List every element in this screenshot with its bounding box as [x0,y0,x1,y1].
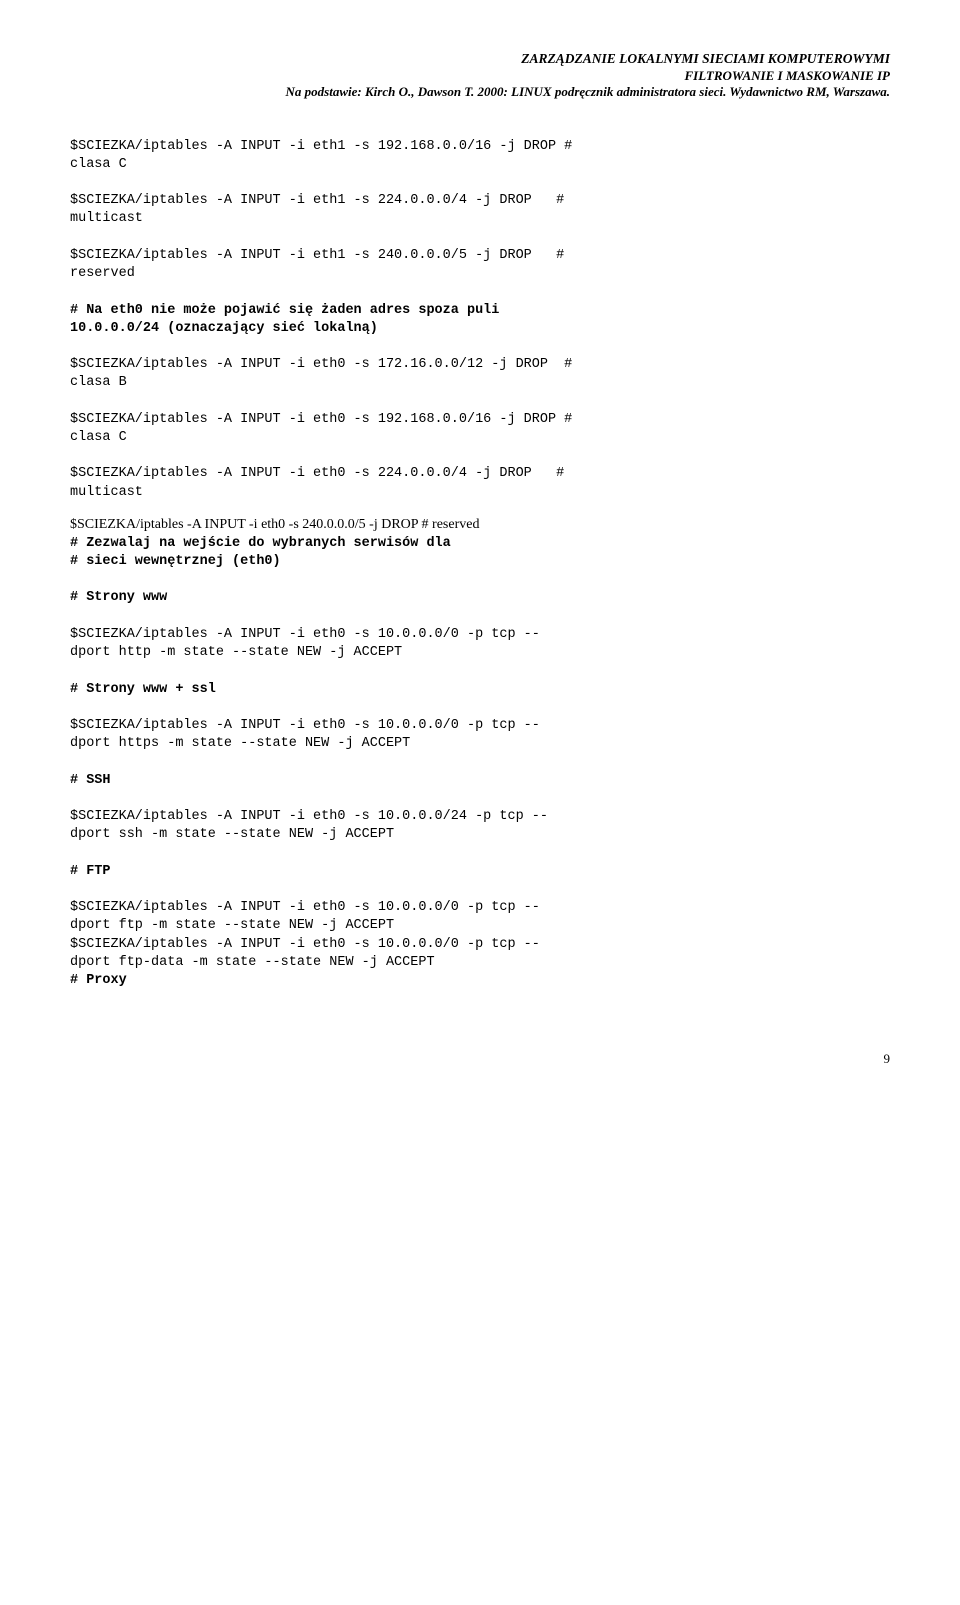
page-header: ZARZĄDZANIE LOKALNYMI SIECIAMI KOMPUTERO… [70,50,890,101]
code-line: dport ftp -m state --state NEW -j ACCEPT [70,918,394,933]
comment-bold: # Zezwalaj na wejście do wybranych serwi… [70,536,451,551]
comment-bold: # sieci wewnętrznej (eth0) [70,554,281,569]
code-block-2: # Zezwalaj na wejście do wybranych serwi… [70,535,890,990]
code-line: $SCIEZKA/iptables -A INPUT -i eth0 -s 17… [70,357,572,372]
code-line: $SCIEZKA/iptables -A INPUT -i eth0 -s 19… [70,412,572,427]
code-line: $SCIEZKA/iptables -A INPUT -i eth0 -s 10… [70,627,540,642]
comment-bold: # Strony www [70,590,167,605]
code-line: $SCIEZKA/iptables -A INPUT -i eth0 -s 10… [70,937,540,952]
code-line: $SCIEZKA/iptables -A INPUT -i eth0 -s 10… [70,718,540,733]
serif-code-line: $SCIEZKA/iptables -A INPUT -i eth0 -s 24… [70,516,890,535]
code-line: $SCIEZKA/iptables -A INPUT -i eth0 -s 10… [70,900,540,915]
code-line: dport http -m state --state NEW -j ACCEP… [70,645,402,660]
code-line: reserved [70,266,135,281]
header-line-2: FILTROWANIE I MASKOWANIE IP [70,68,890,85]
comment-bold: # SSH [70,773,111,788]
code-line: dport https -m state --state NEW -j ACCE… [70,736,410,751]
code-line: clasa C [70,430,127,445]
comment-bold: # Strony www + ssl [70,682,216,697]
code-block-1: $SCIEZKA/iptables -A INPUT -i eth1 -s 19… [70,119,890,502]
header-line-1: ZARZĄDZANIE LOKALNYMI SIECIAMI KOMPUTERO… [70,50,890,68]
code-line: $SCIEZKA/iptables -A INPUT -i eth1 -s 22… [70,193,564,208]
code-line: multicast [70,485,143,500]
code-line: multicast [70,211,143,226]
header-line-3: Na podstawie: Kirch O., Dawson T. 2000: … [70,84,890,101]
code-line: $SCIEZKA/iptables -A INPUT -i eth1 -s 19… [70,139,572,154]
comment-bold: # Proxy [70,973,127,988]
page-number: 9 [70,1050,890,1068]
code-line: $SCIEZKA/iptables -A INPUT -i eth1 -s 24… [70,248,564,263]
comment-bold: # Na eth0 nie może pojawić się żaden adr… [70,303,499,318]
comment-bold: 10.0.0.0/24 (oznaczający sieć lokalną) [70,321,378,336]
code-line: clasa B [70,375,127,390]
code-line: $SCIEZKA/iptables -A INPUT -i eth0 -s 10… [70,809,548,824]
comment-bold: # FTP [70,864,111,879]
code-line: $SCIEZKA/iptables -A INPUT -i eth0 -s 22… [70,466,564,481]
code-line: dport ssh -m state --state NEW -j ACCEPT [70,827,394,842]
code-line: dport ftp-data -m state --state NEW -j A… [70,955,435,970]
code-line: clasa C [70,157,127,172]
